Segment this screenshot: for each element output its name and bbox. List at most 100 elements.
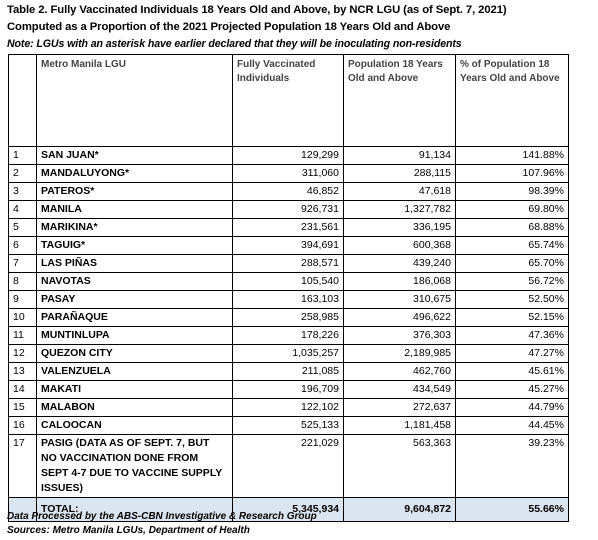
- table-cell: MAKATI: [36, 380, 233, 399]
- table-cell: 98.39%: [455, 182, 569, 201]
- table-cell: 1,327,782: [343, 200, 456, 219]
- table-cell: 55.66%: [455, 497, 569, 522]
- table-row: 8 NAVOTAS 105,540 186,068 56.72%: [8, 272, 569, 291]
- table-cell: 310,675: [343, 290, 456, 309]
- table-cell: 9: [8, 290, 37, 309]
- note: Note: LGUs with an asterisk have earlier…: [7, 38, 462, 50]
- table-row: 13 VALENZUELA 211,085 462,760 45.61%: [8, 362, 569, 381]
- table-cell: QUEZON CITY: [36, 344, 233, 363]
- table-cell: 394,691: [232, 236, 344, 255]
- table-cell: 91,134: [343, 146, 456, 165]
- table-cell: 7: [8, 254, 37, 273]
- table-cell: 4: [8, 200, 37, 219]
- table-row: 7 LAS PIÑAS 288,571 439,240 65.70%: [8, 254, 569, 273]
- table-cell: MUNTINLUPA: [36, 326, 233, 345]
- table-cell: 68.88%: [455, 218, 569, 237]
- table-cell: PASAY: [36, 290, 233, 309]
- table-cell: 44.79%: [455, 398, 569, 417]
- table-cell: 2,189,985: [343, 344, 456, 363]
- table-cell: 221,029: [232, 434, 344, 498]
- table-cell: 1,181,458: [343, 416, 456, 435]
- table-cell: PASIG (DATA AS OF SEPT. 7, BUT NO VACCIN…: [36, 434, 233, 498]
- header-cell: Metro Manila LGU: [36, 54, 233, 147]
- table-cell: 1: [8, 146, 37, 165]
- table-cell: 5,345,934: [232, 497, 344, 522]
- total-row: TOTAL: 5,345,934 9,604,872 55.66%: [8, 497, 569, 522]
- table-cell: 272,637: [343, 398, 456, 417]
- table-row: 17 PASIG (DATA AS OF SEPT. 7, BUT NO VACC…: [8, 434, 569, 498]
- table-cell: MANILA: [36, 200, 233, 219]
- table-cell: 52.15%: [455, 308, 569, 327]
- table-cell: 1,035,257: [232, 344, 344, 363]
- table-cell: 69.80%: [455, 200, 569, 219]
- table-cell: 376,303: [343, 326, 456, 345]
- table-row: 14 MAKATI 196,709 434,549 45.27%: [8, 380, 569, 399]
- table-cell: 45.61%: [455, 362, 569, 381]
- table-cell: TAGUIG*: [36, 236, 233, 255]
- table-cell: 16: [8, 416, 37, 435]
- table-cell: 52.50%: [455, 290, 569, 309]
- table-row: 6 TAGUIG* 394,691 600,368 65.74%: [8, 236, 569, 255]
- table-row: 2 MANDALUYONG* 311,060 288,115 107.96%: [8, 164, 569, 183]
- table-cell: 600,368: [343, 236, 456, 255]
- table-cell: LAS PIÑAS: [36, 254, 233, 273]
- table-cell: 10: [8, 308, 37, 327]
- table-cell: MANDALUYONG*: [36, 164, 233, 183]
- table-cell: PARAÑAQUE: [36, 308, 233, 327]
- table-cell: 196,709: [232, 380, 344, 399]
- table-cell: SAN JUAN*: [36, 146, 233, 165]
- table-cell: 211,085: [232, 362, 344, 381]
- table-cell: 129,299: [232, 146, 344, 165]
- table-row: 9 PASAY 163,103 310,675 52.50%: [8, 290, 569, 309]
- table-cell: 46,852: [232, 182, 344, 201]
- table-cell: 56.72%: [455, 272, 569, 291]
- table-cell: 3: [8, 182, 37, 201]
- table-cell: 439,240: [343, 254, 456, 273]
- header-cell: % of Population 18 Years Old and Above: [455, 54, 569, 147]
- footer-line: Sources: Metro Manila LGUs, Department o…: [7, 525, 250, 536]
- footer-line: Data Processed by the ABS-CBN Investigat…: [7, 511, 317, 522]
- table-cell: 12: [8, 344, 37, 363]
- table-row: 16 CALOOCAN 525,133 1,181,458 44.45%: [8, 416, 569, 435]
- table-cell: 288,115: [343, 164, 456, 183]
- table-cell: 17: [8, 434, 37, 498]
- table-cell: 15: [8, 398, 37, 417]
- table-cell: 563,363: [343, 434, 456, 498]
- table-cell: MARIKINA*: [36, 218, 233, 237]
- table-cell: 47,618: [343, 182, 456, 201]
- table-cell: 288,571: [232, 254, 344, 273]
- table-cell: 39.23%: [455, 434, 569, 498]
- header-row: Metro Manila LGU Fully Vaccinated Individ…: [8, 54, 569, 147]
- table-cell: 462,760: [343, 362, 456, 381]
- table-cell: 178,226: [232, 326, 344, 345]
- table-cell: 186,068: [343, 272, 456, 291]
- table-cell: 926,731: [232, 200, 344, 219]
- table-cell: 496,622: [343, 308, 456, 327]
- table-cell: VALENZUELA: [36, 362, 233, 381]
- table-cell: 5: [8, 218, 37, 237]
- table-cell: MALABON: [36, 398, 233, 417]
- header-cell: Population 18 Years Old and Above: [343, 54, 456, 147]
- table-cell: 13: [8, 362, 37, 381]
- title: Table 2. Fully Vaccinated Individuals 18…: [7, 4, 507, 16]
- table-cell: PATEROS*: [36, 182, 233, 201]
- table-cell: CALOOCAN: [36, 416, 233, 435]
- table-cell: 105,540: [232, 272, 344, 291]
- table-cell: 6: [8, 236, 37, 255]
- table-cell: 141.88%: [455, 146, 569, 165]
- table-cell: 14: [8, 380, 37, 399]
- table-cell: TOTAL:: [36, 497, 233, 522]
- table-cell: 65.74%: [455, 236, 569, 255]
- table-row: 11 MUNTINLUPA 178,226 376,303 47.36%: [8, 326, 569, 345]
- table-row: 5 MARIKINA* 231,561 336,195 68.88%: [8, 218, 569, 237]
- table-cell: 2: [8, 164, 37, 183]
- table-row: 15 MALABON 122,102 272,637 44.79%: [8, 398, 569, 417]
- table-row: 3 PATEROS* 46,852 47,618 98.39%: [8, 182, 569, 201]
- table-cell: 45.27%: [455, 380, 569, 399]
- table-cell: 65.70%: [455, 254, 569, 273]
- table-cell: 525,133: [232, 416, 344, 435]
- table-cell: 163,103: [232, 290, 344, 309]
- table-row: 1 SAN JUAN* 129,299 91,134 141.88%: [8, 146, 569, 165]
- table-cell: 336,195: [343, 218, 456, 237]
- table-cell: 258,985: [232, 308, 344, 327]
